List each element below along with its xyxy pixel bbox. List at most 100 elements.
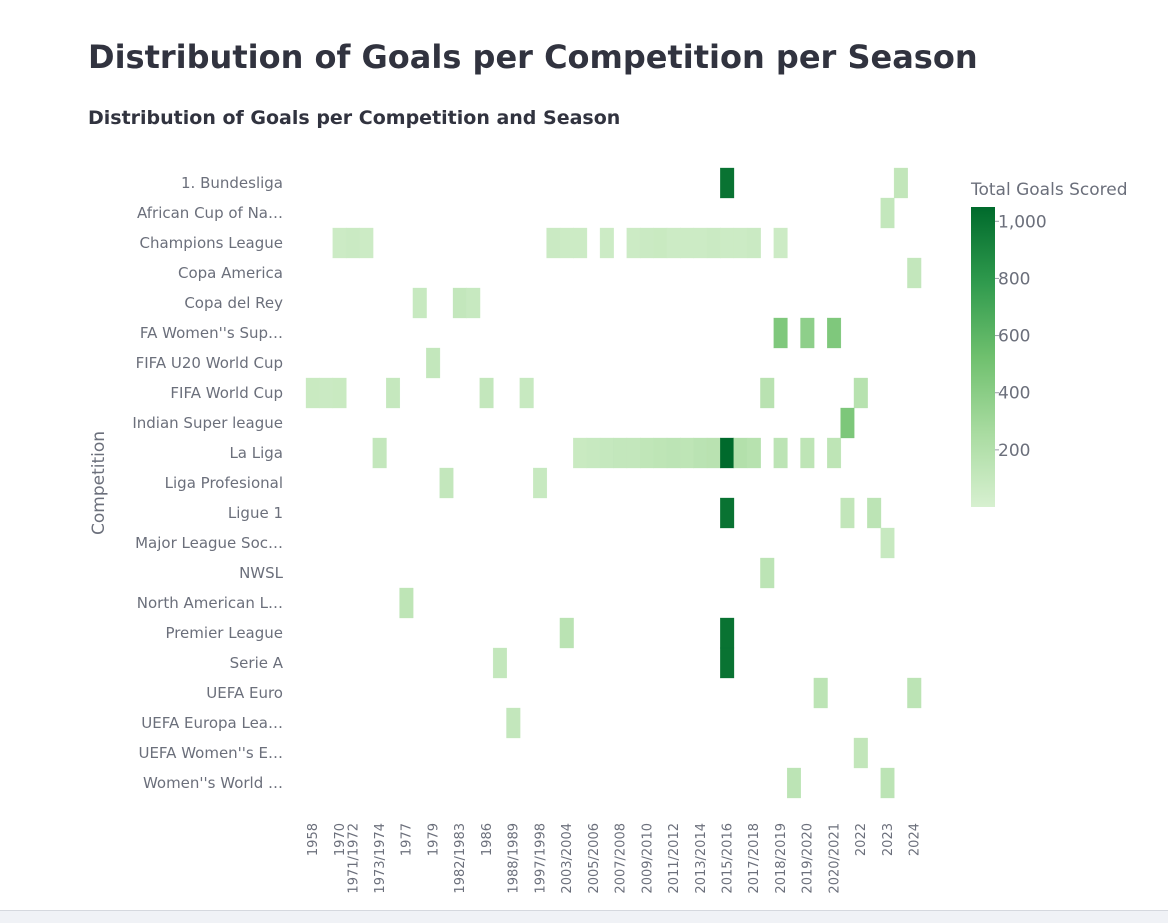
heatmap-cell[interactable] — [760, 557, 775, 589]
heatmap-cell[interactable] — [693, 227, 708, 259]
heatmap-cell[interactable] — [680, 227, 695, 259]
colorbar-gradient — [971, 207, 995, 507]
heatmap-cell[interactable] — [412, 287, 427, 319]
heatmap-cell[interactable] — [720, 497, 735, 529]
heatmap-cell[interactable] — [693, 437, 708, 469]
heatmap-cell[interactable] — [853, 737, 868, 769]
heatmap-cell[interactable] — [519, 377, 534, 409]
y-tick-label: Ligue 1 — [228, 504, 283, 522]
heatmap-cell[interactable] — [733, 437, 748, 469]
heatmap-cell[interactable] — [706, 437, 721, 469]
heatmap-cell[interactable] — [893, 167, 908, 199]
heatmap-cell[interactable] — [466, 287, 481, 319]
heatmap-cell[interactable] — [653, 227, 668, 259]
heatmap-cell[interactable] — [666, 227, 681, 259]
heatmap-cell[interactable] — [372, 437, 387, 469]
heatmap-cell[interactable] — [907, 677, 922, 709]
colorbar-tick-label: 400 — [998, 384, 1030, 404]
heatmap-cell[interactable] — [840, 407, 855, 439]
heatmap-cell[interactable] — [319, 377, 334, 409]
heatmap-cell[interactable] — [720, 227, 735, 259]
heatmap-cell[interactable] — [827, 317, 842, 349]
heatmap-cell[interactable] — [653, 437, 668, 469]
heatmap-cell[interactable] — [880, 767, 895, 799]
y-tick-label: Women''s World … — [143, 774, 283, 792]
heatmap-cell[interactable] — [359, 227, 374, 259]
y-tick-label: Serie A — [230, 654, 284, 672]
heatmap-cell[interactable] — [760, 377, 775, 409]
heatmap-cell[interactable] — [439, 467, 454, 499]
bottom-scrollbar[interactable] — [0, 910, 1168, 923]
heatmap-cell[interactable] — [559, 227, 574, 259]
heatmap-cell[interactable] — [426, 347, 441, 379]
heatmap-cell[interactable] — [586, 437, 601, 469]
heatmap-cell[interactable] — [800, 437, 815, 469]
heatmap-cell[interactable] — [386, 377, 401, 409]
heatmap-cell[interactable] — [746, 227, 761, 259]
heatmap-cell[interactable] — [573, 437, 588, 469]
x-tick-label: 1973/1974 — [373, 823, 388, 894]
heatmap-cell[interactable] — [452, 287, 467, 319]
heatmap-cell[interactable] — [626, 437, 641, 469]
colorbar-tick-label: 600 — [998, 327, 1030, 347]
heatmap-cell[interactable] — [666, 437, 681, 469]
heatmap-cell[interactable] — [626, 227, 641, 259]
heatmap-cell[interactable] — [479, 377, 494, 409]
heatmap-cell[interactable] — [773, 317, 788, 349]
heatmap-cell[interactable] — [813, 677, 828, 709]
heatmap-cell[interactable] — [546, 227, 561, 259]
heatmap-cell[interactable] — [399, 587, 414, 619]
x-tick-label: 2003/2004 — [560, 823, 575, 894]
heatmap-cell[interactable] — [573, 227, 588, 259]
heatmap-cell[interactable] — [786, 767, 801, 799]
y-tick-label: Copa del Rey — [184, 294, 283, 312]
heatmap-cell[interactable] — [305, 377, 320, 409]
heatmap-cell[interactable] — [880, 197, 895, 229]
heatmap-cell[interactable] — [800, 317, 815, 349]
colorbar-ticks: 200 400 600 800 1,000 — [995, 212, 1047, 461]
x-tick-label: 1970 — [333, 823, 348, 856]
heatmap-cell[interactable] — [639, 437, 654, 469]
heatmap-cell[interactable] — [867, 497, 882, 529]
heatmap-cell[interactable] — [880, 527, 895, 559]
colorbar: Total Goals Scored 200 400 600 800 1,000 — [970, 180, 1128, 507]
heatmap-cell[interactable] — [345, 227, 360, 259]
heatmap-cell[interactable] — [827, 437, 842, 469]
heatmap-cell[interactable] — [639, 227, 654, 259]
heatmap-cell[interactable] — [559, 617, 574, 649]
heatmap-cell[interactable] — [840, 497, 855, 529]
colorbar-tick-label: 1,000 — [998, 212, 1047, 232]
heatmap-cell[interactable] — [599, 437, 614, 469]
x-tick-label: 2011/2012 — [667, 823, 682, 894]
y-tick-labels: 1. Bundesliga African Cup of Na… Champions… — [132, 174, 283, 792]
heatmap-cell[interactable] — [907, 257, 922, 289]
heatmap-cell[interactable] — [599, 227, 614, 259]
chart-title: Distribution of Goals per Competition an… — [88, 107, 620, 129]
heatmap-cell[interactable] — [506, 707, 521, 739]
heatmap-cell[interactable] — [613, 437, 628, 469]
heatmap-cell[interactable] — [720, 617, 735, 649]
heatmap-cell[interactable] — [492, 647, 507, 679]
heatmap-cell[interactable] — [853, 377, 868, 409]
y-tick-label: Premier League — [165, 624, 283, 642]
heatmap-cell[interactable] — [733, 227, 748, 259]
heatmap-cells — [305, 167, 922, 799]
heatmap-cell[interactable] — [706, 227, 721, 259]
heatmap-cell[interactable] — [680, 437, 695, 469]
heatmap-cell[interactable] — [746, 437, 761, 469]
heatmap-cell[interactable] — [533, 467, 548, 499]
heatmap-cell[interactable] — [720, 647, 735, 679]
y-tick-label: UEFA Women''s E… — [138, 744, 283, 762]
x-tick-label: 2013/2014 — [694, 823, 709, 894]
x-tick-label: 2017/2018 — [747, 823, 762, 894]
heatmap-cell[interactable] — [332, 227, 347, 259]
y-tick-label: African Cup of Na… — [137, 204, 283, 222]
heatmap-cell[interactable] — [773, 437, 788, 469]
x-tick-label: 1982/1983 — [453, 823, 468, 894]
heatmap-cell[interactable] — [332, 377, 347, 409]
heatmap-cell[interactable] — [773, 227, 788, 259]
heatmap-cell[interactable] — [720, 437, 735, 469]
y-tick-label: Major League Soc… — [135, 534, 283, 552]
heatmap-cell[interactable] — [720, 167, 735, 199]
